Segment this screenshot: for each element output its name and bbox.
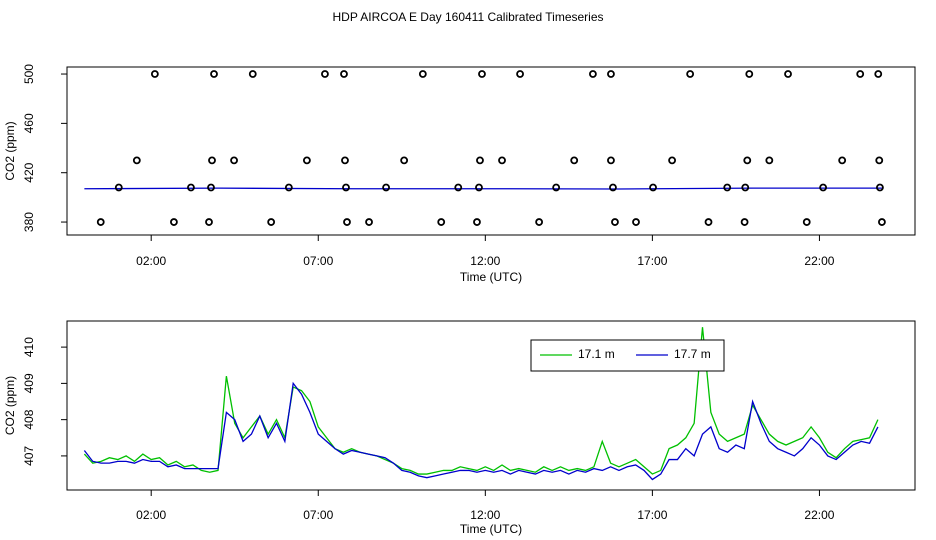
data-point	[516, 70, 524, 78]
data-point	[589, 70, 597, 78]
data-point	[343, 218, 351, 226]
data-point	[454, 183, 463, 192]
data-point	[205, 218, 213, 226]
data-point	[248, 70, 257, 78]
y-tick-label: 380	[22, 212, 36, 232]
y-tick-label: 407	[22, 446, 36, 466]
data-point	[611, 218, 619, 226]
x-tick-label: 17:00	[637, 508, 667, 522]
data-line	[84, 187, 882, 190]
x-tick-label: 07:00	[303, 508, 333, 522]
data-point	[340, 70, 348, 78]
data-point	[114, 183, 123, 192]
data-point	[686, 70, 695, 78]
data-point	[170, 218, 178, 226]
y-tick-label: 460	[22, 113, 36, 133]
data-point	[874, 70, 883, 78]
data-point	[437, 218, 446, 226]
x-axis-label: Time (UTC)	[460, 270, 522, 284]
data-line	[83, 327, 879, 475]
data-point	[342, 183, 350, 192]
y-tick-label: 500	[22, 64, 36, 84]
data-point	[284, 183, 293, 192]
y-axis-label: CO2 (ppm)	[3, 376, 17, 435]
data-point	[478, 70, 486, 78]
data-point	[207, 183, 215, 192]
y-axis-label: CO2 (ppm)	[3, 121, 17, 180]
data-point	[475, 183, 483, 192]
data-point	[476, 156, 484, 165]
panel: 02:00 07:00 12:00 17:00 22:00 380 420 460 500 Tim…	[3, 64, 916, 284]
data-point	[341, 156, 349, 165]
data-point	[743, 156, 752, 165]
x-tick-label: 22:00	[804, 254, 834, 268]
data-point	[210, 70, 218, 78]
x-tick-label: 17:00	[637, 254, 667, 268]
x-tick-label: 12:00	[470, 254, 500, 268]
data-point	[321, 70, 329, 78]
data-point	[875, 156, 884, 165]
data-point	[473, 218, 481, 226]
data-point	[802, 218, 811, 226]
plot-frame	[66, 320, 916, 491]
data-point	[230, 156, 238, 165]
data-point	[552, 183, 561, 192]
x-tick-label: 02:00	[136, 254, 166, 268]
x-tick-label: 22:00	[804, 508, 834, 522]
y-tick-label: 410	[22, 337, 36, 357]
data-point	[668, 156, 676, 165]
data-point	[208, 156, 216, 165]
data-point	[535, 218, 544, 226]
data-point	[150, 70, 159, 78]
data-point	[876, 183, 884, 192]
data-point	[856, 70, 865, 78]
panel: 02:00 07:00 12:00 17:00 22:00 407 408 409 410 Tim…	[3, 320, 916, 536]
x-axis-label: Time (UTC)	[460, 522, 522, 536]
data-point	[784, 70, 792, 78]
data-point	[649, 183, 657, 192]
y-tick-label: 408	[22, 409, 36, 429]
data-point	[607, 156, 615, 165]
y-tick-label: 409	[22, 373, 36, 393]
data-point	[187, 183, 195, 192]
chart-title: HDP AIRCOA E Day 160411 Calibrated Times…	[332, 10, 603, 24]
data-point	[132, 156, 141, 165]
data-point	[498, 156, 506, 165]
legend: 17.1 m 17.7 m	[530, 339, 725, 372]
data-point	[632, 218, 640, 226]
data-point	[741, 183, 750, 192]
plot-frame	[66, 66, 916, 236]
legend-label: 17.7 m	[674, 347, 711, 361]
x-tick-label: 07:00	[303, 254, 333, 268]
data-point	[382, 183, 390, 192]
x-tick-label: 02:00	[136, 508, 166, 522]
data-point	[745, 70, 754, 78]
data-point	[365, 218, 373, 226]
x-tick-label: 12:00	[470, 508, 500, 522]
data-point	[765, 156, 774, 165]
data-line	[83, 381, 879, 481]
data-point	[609, 183, 617, 192]
data-point	[819, 183, 828, 192]
data-point	[96, 218, 105, 226]
legend-label: 17.1 m	[578, 347, 615, 361]
data-point	[418, 70, 427, 78]
y-tick-label: 420	[22, 162, 36, 182]
data-point	[878, 218, 886, 226]
data-point	[838, 156, 847, 165]
data-point	[740, 218, 749, 226]
data-point	[302, 156, 311, 165]
data-point	[267, 218, 276, 226]
data-point	[400, 156, 409, 165]
data-point	[570, 156, 579, 165]
data-point	[723, 183, 732, 192]
data-point	[607, 70, 615, 78]
data-point	[704, 218, 713, 226]
